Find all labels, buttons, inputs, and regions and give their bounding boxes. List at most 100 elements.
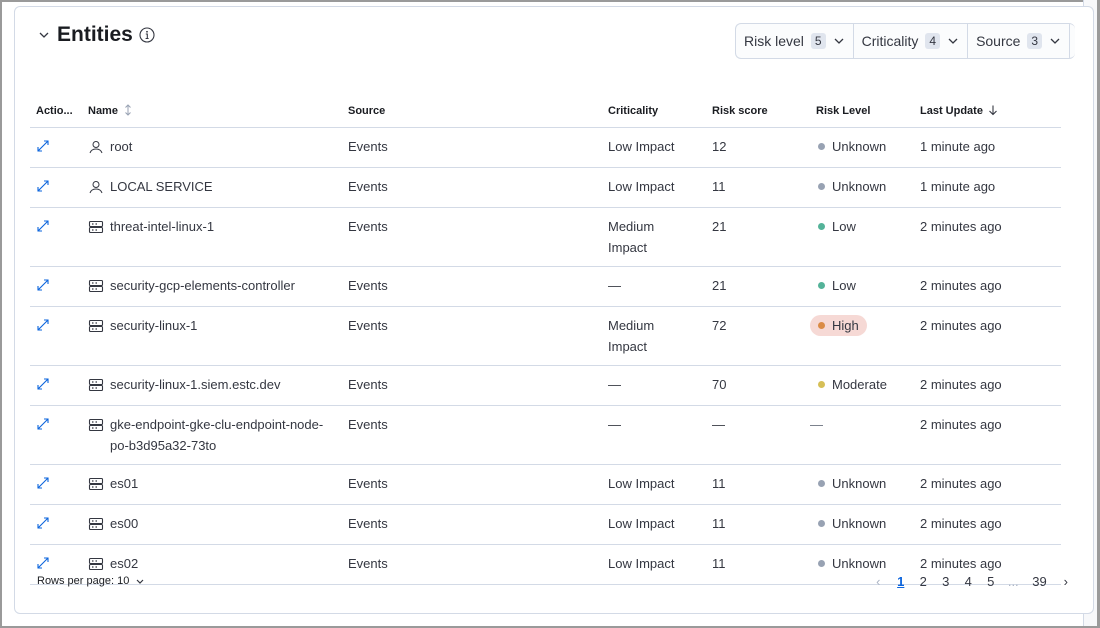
risk-level-badge: Unknown (810, 473, 894, 494)
arrow-down-icon[interactable] (987, 104, 999, 116)
source-cell: Events (342, 167, 602, 208)
status-dot (818, 380, 825, 388)
expand-icon[interactable] (36, 476, 50, 490)
page-button[interactable]: 1 (897, 574, 905, 589)
risk-score-cell: 12 (706, 127, 810, 168)
name-cell: security-gcp-elements-controller (82, 266, 342, 307)
expand-icon[interactable] (36, 219, 50, 233)
column-header[interactable]: Criticality (602, 95, 706, 128)
risk-level-badge: High (810, 314, 867, 336)
table-row: security-linux-1.siem.estc.dev Events — … (30, 365, 1061, 406)
column-header[interactable]: Last Update (914, 95, 1061, 128)
criticality-cell: Low Impact (602, 464, 706, 505)
risk-score-cell: 70 (706, 365, 810, 406)
expand-icon[interactable] (36, 417, 50, 431)
name-cell: es00 (82, 504, 342, 545)
risk-level-cell: High (810, 306, 914, 366)
expand-icon[interactable] (36, 556, 50, 570)
risk-level-badge: Unknown (810, 513, 894, 534)
expand-icon[interactable] (36, 516, 50, 530)
risk-level-badge: Low (810, 216, 864, 237)
risk-level-badge: Unknown (810, 176, 894, 197)
entity-name: root (110, 138, 133, 154)
source-cell: Events (342, 464, 602, 505)
source-cell: Events (342, 365, 602, 406)
last-update-cell: 1 minute ago (914, 127, 1061, 168)
criticality-cell: Low Impact (602, 504, 706, 545)
criticality-cell: Low Impact (602, 167, 706, 208)
chevron-down-icon[interactable] (37, 28, 51, 42)
column-header: Actio... (30, 95, 82, 128)
entity-name: security-linux-1.siem.estc.dev (110, 376, 281, 392)
last-update-cell: 2 minutes ago (914, 306, 1061, 366)
last-update-cell: 2 minutes ago (914, 504, 1061, 545)
info-icon[interactable] (139, 27, 155, 43)
column-header[interactable]: Source (342, 95, 602, 128)
risk-score-cell: 11 (706, 464, 810, 505)
actions-cell (30, 464, 82, 505)
filter-label: Criticality (861, 33, 919, 49)
table-row: root Events Low Impact 12 Unknown 1 minu… (30, 127, 1061, 168)
expand-icon[interactable] (36, 377, 50, 391)
filter-risk-level[interactable]: Risk level 5 (736, 24, 854, 58)
user-icon (89, 140, 103, 153)
table-row: security-gcp-elements-controller Events … (30, 266, 1061, 307)
status-dot (818, 321, 825, 329)
risk-level-cell: Unknown (810, 544, 914, 585)
risk-level-cell: — (810, 405, 914, 465)
status-dot (818, 519, 825, 527)
table-row: es00 Events Low Impact 11 Unknown 2 minu… (30, 504, 1061, 545)
table-row: es02 Events Low Impact 11 Unknown 2 minu… (30, 544, 1061, 585)
entity-name: es01 (110, 475, 139, 491)
name-cell: threat-intel-linux-1 (82, 207, 342, 267)
next-page-button[interactable]: › (1063, 574, 1068, 589)
user-icon (89, 180, 103, 193)
previous-page-button[interactable]: ‹ (876, 574, 881, 589)
criticality-cell: Medium Impact (602, 306, 706, 366)
status-dot (818, 479, 825, 487)
expand-icon[interactable] (36, 278, 50, 292)
last-update-cell: 2 minutes ago (914, 464, 1061, 505)
expand-icon[interactable] (36, 139, 50, 153)
filter-count-badge: 3 (1027, 33, 1043, 49)
risk-level-cell: Unknown (810, 464, 914, 505)
criticality-cell: — (602, 405, 706, 465)
column-header[interactable]: Risk score (706, 95, 810, 128)
rows-per-page-label: Rows per page: 10 (37, 575, 130, 587)
actions-cell (30, 365, 82, 406)
panel-header: Entities (37, 23, 155, 47)
filter-source[interactable]: Source 3 (968, 24, 1071, 58)
filter-criticality[interactable]: Criticality 4 (854, 24, 969, 58)
entity-name: security-gcp-elements-controller (110, 277, 295, 293)
name-cell: security-linux-1 (82, 306, 342, 366)
source-cell: Events (342, 127, 602, 168)
actions-cell (30, 504, 82, 545)
host-icon (88, 279, 104, 292)
actions-cell (30, 127, 82, 168)
page-button[interactable]: 4 (964, 574, 972, 589)
column-header[interactable]: Name (82, 95, 342, 128)
filter-count-badge: 4 (925, 33, 941, 49)
chevron-down-icon (1050, 38, 1060, 44)
sort-icon[interactable] (122, 104, 134, 116)
risk-level-cell: Unknown (810, 167, 914, 208)
column-header[interactable]: Risk Level (810, 95, 914, 128)
host-icon (88, 477, 104, 490)
expand-icon[interactable] (36, 318, 50, 332)
expand-icon[interactable] (36, 179, 50, 193)
risk-score-cell: — (706, 405, 810, 465)
page-button[interactable]: 39 (1032, 574, 1047, 589)
page-button[interactable]: 3 (942, 574, 950, 589)
status-dot (818, 281, 825, 289)
name-cell: LOCAL SERVICE (82, 167, 342, 208)
entity-name: security-linux-1 (110, 317, 198, 333)
name-cell: es01 (82, 464, 342, 505)
name-cell: gke-endpoint-gke-clu-endpoint-node-po-b3… (82, 405, 342, 465)
page-button[interactable]: 2 (919, 574, 927, 589)
page-button[interactable]: 5 (987, 574, 995, 589)
criticality-cell: Low Impact (602, 544, 706, 585)
rows-per-page-button[interactable]: Rows per page: 10 (37, 575, 145, 587)
host-icon (88, 220, 104, 233)
risk-level: — (810, 416, 823, 432)
status-dot (818, 559, 825, 567)
